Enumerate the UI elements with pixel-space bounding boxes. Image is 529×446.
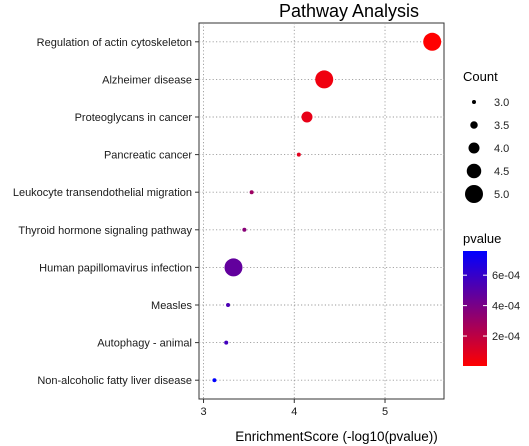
y-tick-label: Leukocyte transendothelial migration (13, 187, 192, 199)
data-point (242, 227, 247, 232)
x-axis-title: EnrichmentScore (-log10(pvalue)) (235, 429, 438, 444)
y-tick-label: Human papillomavirus infection (39, 262, 192, 274)
x-tick-label: 5 (382, 406, 388, 418)
data-point (315, 70, 334, 89)
data-point (423, 32, 442, 51)
size-legend-dot (465, 185, 483, 203)
size-legend-label: 3.0 (494, 97, 509, 109)
plot-panel (198, 22, 445, 400)
y-tick-label: Proteoglycans in cancer (75, 112, 193, 124)
size-legend-label: 4.0 (494, 143, 509, 155)
colorbar-label: 4e-04 (492, 301, 520, 313)
data-point (226, 303, 231, 307)
size-legend-title: Count (463, 69, 498, 84)
y-tick-label: Alzheimer disease (102, 74, 192, 86)
size-legend-dot (472, 100, 476, 104)
y-tick-label: Measles (151, 300, 192, 312)
y-tick-label: Autophagy - animal (97, 338, 192, 350)
data-point (296, 152, 301, 157)
chart-title: Pathway Analysis (278, 1, 420, 21)
y-tick-label: Non-alcoholic fatty liver disease (37, 375, 192, 387)
x-tick-label: 3 (200, 406, 206, 418)
y-tick-label: Pancreatic cancer (104, 150, 192, 162)
size-legend-dot (468, 142, 480, 154)
size-legend-label: 3.5 (494, 120, 509, 132)
colorbar-label: 6e-04 (492, 270, 520, 282)
y-tick-label: Thyroid hormone signaling pathway (18, 225, 192, 237)
size-legend-dot (466, 163, 482, 179)
size-legend-label: 5.0 (494, 189, 509, 201)
data-point (212, 378, 217, 383)
size-legend-dot (470, 121, 478, 129)
colorbar (463, 251, 487, 366)
color-legend-title: pvalue (463, 231, 502, 246)
size-legend-label: 4.5 (494, 166, 509, 178)
y-tick-label: Regulation of actin cytoskeleton (37, 37, 192, 49)
data-points (212, 32, 442, 383)
x-tick-label: 4 (291, 406, 297, 418)
data-point (224, 258, 243, 277)
data-point (301, 111, 313, 123)
colorbar-label: 2e-04 (492, 331, 520, 343)
data-point (224, 340, 229, 345)
legends: 3.0 3.5 4.0 4.5 5.0 6e-04 4e-04 2e-04 (463, 91, 520, 366)
grid-lines (199, 23, 444, 399)
data-point (249, 190, 254, 195)
axes: Regulation of actin cytoskeleton Alzheime… (13, 37, 438, 444)
